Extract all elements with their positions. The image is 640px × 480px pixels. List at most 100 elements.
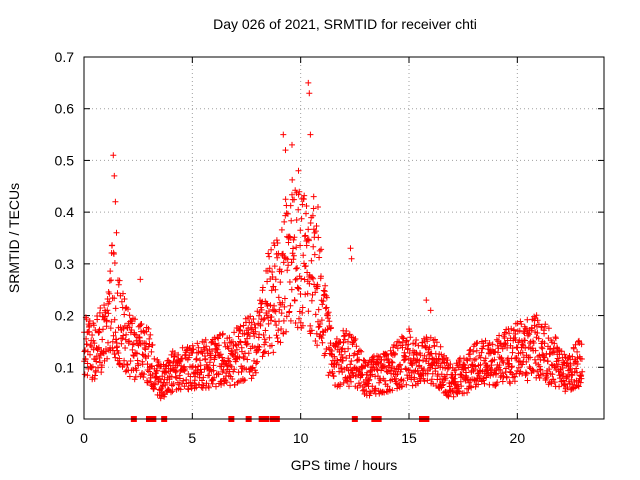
data-point (303, 242, 310, 249)
data-point (215, 335, 222, 342)
data-point (210, 362, 217, 369)
data-point (250, 372, 256, 379)
data-point (266, 265, 273, 272)
data-point (225, 345, 232, 352)
data-point (302, 263, 309, 269)
data-point (267, 302, 274, 309)
data-point (165, 386, 171, 392)
data-point (272, 286, 279, 293)
data-point (280, 250, 286, 257)
data-point (275, 294, 282, 301)
data-point (290, 236, 297, 243)
data-point (564, 384, 571, 391)
data-point (450, 393, 457, 400)
data-point (238, 368, 245, 375)
data-point (578, 375, 585, 382)
data-point (197, 357, 203, 364)
data-point (247, 313, 254, 320)
data-point (82, 347, 89, 354)
data-point (328, 324, 334, 331)
data-point (315, 324, 322, 331)
data-point (182, 366, 189, 372)
data-point (121, 311, 128, 318)
data-point (330, 373, 337, 380)
data-point (177, 386, 184, 393)
data-point (107, 325, 114, 332)
data-point (536, 375, 543, 381)
chart-title: Day 026 of 2021, SRMTID for receiver cht… (213, 16, 477, 32)
data-point (532, 347, 539, 354)
data-point (420, 357, 426, 364)
data-point (295, 285, 302, 292)
data-point (126, 338, 133, 345)
data-point (354, 384, 361, 391)
data-point (337, 338, 344, 345)
data-point (331, 353, 338, 360)
data-point (310, 193, 317, 200)
data-point (475, 381, 482, 388)
data-point (437, 343, 444, 350)
data-point (358, 348, 365, 355)
data-point (304, 290, 311, 297)
data-point (526, 364, 533, 370)
data-point (570, 345, 577, 352)
data-point (176, 381, 183, 388)
x-axis-label: GPS time / hours (290, 457, 398, 473)
data-point (209, 348, 216, 354)
data-point (415, 380, 421, 387)
data-point (493, 370, 500, 377)
data-point (442, 375, 449, 382)
data-point (552, 335, 559, 342)
data-point (112, 198, 119, 205)
data-point (468, 384, 475, 391)
data-point (220, 367, 227, 373)
data-point (260, 316, 267, 323)
data-point (281, 254, 288, 261)
data-point (329, 370, 336, 377)
data-point (409, 382, 416, 389)
data-point (158, 389, 165, 396)
data-point (423, 297, 430, 304)
data-point (237, 338, 243, 345)
data-point (522, 345, 529, 351)
data-point (527, 354, 534, 361)
data-point (277, 279, 284, 286)
data-point (214, 346, 221, 353)
data-point (150, 385, 157, 391)
data-point (283, 210, 290, 217)
data-point (250, 316, 257, 322)
data-point (539, 345, 546, 352)
data-point (388, 358, 395, 365)
data-point (312, 228, 319, 235)
data-point (112, 305, 119, 312)
data-point (318, 317, 325, 324)
data-point (286, 308, 293, 315)
data-point (506, 360, 513, 367)
data-point (482, 337, 489, 344)
data-point (119, 335, 126, 342)
data-point (540, 357, 547, 364)
data-point (99, 336, 106, 343)
data-point (356, 347, 363, 354)
data-point (231, 366, 238, 373)
data-point (313, 330, 320, 337)
data-point (413, 351, 420, 358)
data-point (462, 365, 469, 372)
data-point (295, 191, 302, 198)
data-point (498, 354, 505, 361)
data-point (341, 348, 348, 355)
data-point (194, 340, 201, 347)
data-point (288, 259, 295, 266)
data-point (312, 338, 319, 344)
data-point (284, 256, 291, 263)
data-point (314, 283, 321, 290)
data-point (545, 325, 552, 332)
data-point (354, 351, 361, 358)
data-point (518, 321, 525, 328)
data-point (344, 364, 351, 371)
data-point (345, 338, 351, 345)
data-point (290, 245, 296, 252)
data-point (303, 210, 309, 217)
data-point (497, 366, 504, 373)
data-point (382, 363, 388, 370)
